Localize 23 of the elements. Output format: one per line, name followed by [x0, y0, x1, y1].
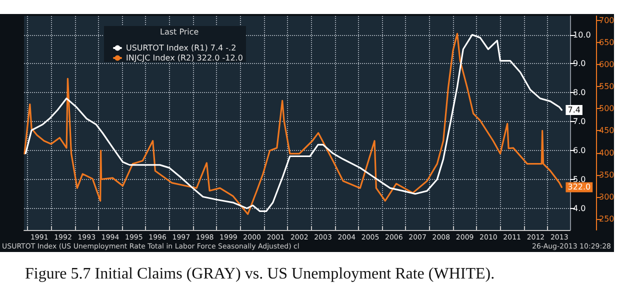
data-label: 7.4	[568, 105, 580, 114]
y2-tick-label: 650	[599, 38, 614, 47]
y2-tick-label: 600	[599, 60, 614, 70]
y-tick-label: 9.0	[573, 59, 586, 68]
y2-tick-label: 450	[599, 126, 614, 136]
y2-tick-label: 550	[599, 82, 614, 92]
y2-tick-label: 350	[599, 170, 614, 180]
y2-tick-label: 400	[599, 148, 614, 158]
y-tick-label: 10.0	[573, 30, 591, 40]
y2-tick-label: 500	[599, 104, 614, 114]
y-tick-label: 4.0	[573, 204, 586, 213]
legend-label: INJCJC Index (R2) 322.0 -12.0	[126, 54, 243, 62]
text: Figure 5.7 Initial Claims (GRAY) vs. US Unemployment Rate (WHITE).	[25, 266, 495, 282]
y-tick-label: 5.0	[573, 174, 586, 184]
y2-tick-label: 250	[599, 214, 614, 224]
y2-tick-label: 700	[599, 16, 614, 25]
y-tick-label: 8.0	[573, 88, 586, 98]
legend-label: USURTOT Index (R1) 7.4 -.2	[126, 44, 236, 52]
y2-tick-label: 300	[599, 192, 614, 202]
data-label: 322.0	[568, 182, 591, 192]
y-tick-label: 7.0	[573, 117, 586, 126]
legend-title: Last Price	[160, 28, 199, 36]
y-tick-label: 6.0	[573, 146, 586, 155]
